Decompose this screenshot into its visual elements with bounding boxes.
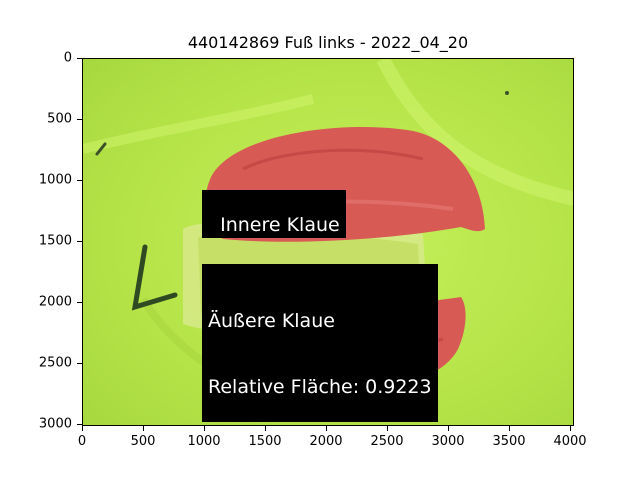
- x-tick-label: 3500: [492, 434, 526, 449]
- x-tick-label: 0: [77, 434, 87, 449]
- x-tick-mark: [448, 426, 449, 431]
- y-tick-label: 500: [47, 111, 72, 127]
- y-tick-mark: [77, 58, 82, 59]
- x-tick-label: 2500: [370, 434, 404, 449]
- x-tick-mark: [265, 426, 266, 431]
- x-tick-label: 1000: [187, 434, 221, 449]
- marker-l-letter: [131, 244, 178, 311]
- x-tick-label: 1500: [248, 434, 282, 449]
- y-tick-mark: [77, 119, 82, 120]
- y-tick-label: 3000: [38, 416, 72, 432]
- x-tick-mark: [82, 426, 83, 431]
- relative-area-label: Relative Fläche: 0.9223: [208, 376, 432, 398]
- y-tick-mark: [77, 302, 82, 303]
- y-tick-mark: [77, 424, 82, 425]
- y-tick-label: 1500: [38, 233, 72, 249]
- x-tick-mark: [387, 426, 388, 431]
- outer-claw-label: Äußere Klaue Relative Fläche: 0.9223: [202, 264, 438, 422]
- x-tick-mark: [143, 426, 144, 431]
- x-tick-label: 500: [130, 434, 156, 449]
- x-tick-label: 2000: [309, 434, 343, 449]
- x-tick-mark: [570, 426, 571, 431]
- plot-title: 440142869 Fuß links - 2022_04_20: [187, 33, 469, 52]
- y-tick-mark: [77, 180, 82, 181]
- y-tick-mark: [77, 241, 82, 242]
- y-tick-label: 1000: [38, 172, 72, 188]
- outer-claw-label-name: Äußere Klaue: [208, 310, 335, 332]
- y-tick-mark: [77, 363, 82, 364]
- x-tick-mark: [326, 426, 327, 431]
- y-tick-label: 0: [63, 50, 72, 66]
- y-tick-label: 2500: [38, 355, 72, 371]
- x-tick-label: 4000: [553, 434, 587, 449]
- x-tick-mark: [509, 426, 510, 431]
- inner-claw-label-text: Innere Klaue: [220, 214, 340, 236]
- x-tick-label: 3000: [431, 434, 465, 449]
- y-tick-label: 2000: [38, 294, 72, 310]
- inner-claw-label: Innere Klaue: [202, 190, 346, 238]
- x-tick-mark: [204, 426, 205, 431]
